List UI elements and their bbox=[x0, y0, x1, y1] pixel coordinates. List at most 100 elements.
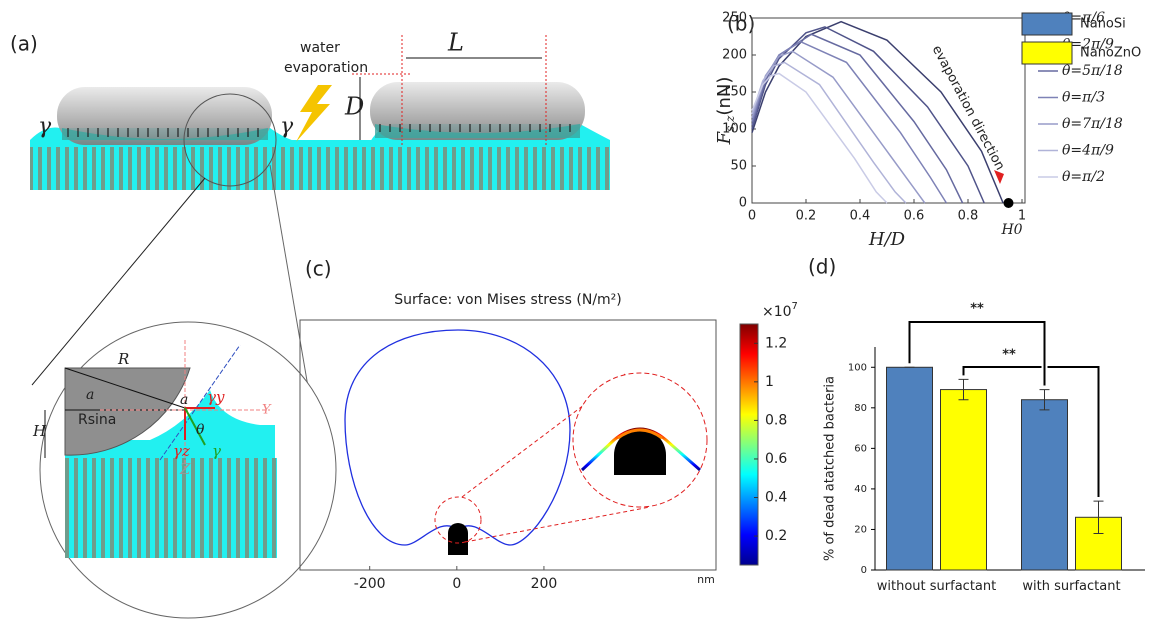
curve bbox=[751, 33, 964, 204]
y-label-unit: (nN) bbox=[714, 77, 735, 116]
end-marker bbox=[1003, 198, 1014, 208]
y-axis-label: % of dead atatched bacteria bbox=[823, 376, 838, 561]
pillar bbox=[448, 523, 468, 555]
stress-film bbox=[617, 428, 663, 440]
diagram-label: a bbox=[86, 387, 94, 403]
x-tick-label: 200 bbox=[531, 576, 558, 592]
y-tick-label: 80 bbox=[854, 403, 867, 414]
diagram-label: γz bbox=[173, 442, 190, 460]
significance-bracket bbox=[908, 321, 1046, 386]
diagram-label: θ bbox=[196, 422, 205, 438]
diagram-label: H bbox=[32, 422, 47, 440]
curve bbox=[751, 40, 948, 204]
colorbar-tick-label: 0.4 bbox=[765, 490, 787, 506]
legend-label: NanoZnO bbox=[1080, 46, 1141, 61]
diagram-label: L bbox=[447, 29, 464, 57]
significance-label: ** bbox=[1002, 348, 1016, 363]
y-tick-label: 100 bbox=[848, 362, 867, 373]
annotation: evaporation direction bbox=[929, 43, 1008, 173]
y-tick-label: 0 bbox=[739, 196, 747, 211]
curve bbox=[751, 20, 1004, 204]
y-tick-label: 60 bbox=[854, 443, 867, 454]
y-tick-label: 100 bbox=[722, 122, 747, 137]
y-axis-label: Fs,z(nN) bbox=[714, 77, 737, 146]
scale-exponent: 7 bbox=[792, 301, 798, 312]
scale-base: ×10 bbox=[762, 304, 792, 320]
panel-label: (b) bbox=[727, 12, 755, 36]
force bbox=[184, 407, 206, 446]
liquid bbox=[375, 124, 580, 138]
x-tick-label-box: without surfactant bbox=[877, 579, 996, 594]
curve bbox=[751, 72, 888, 204]
x-tick-label: with surfactant bbox=[1022, 579, 1121, 594]
diagram-label: γ bbox=[38, 114, 52, 139]
x-tick-label: 0.2 bbox=[796, 209, 817, 224]
chart-title: Surface: von Mises stress (N/m²) bbox=[394, 292, 622, 308]
plot-frame bbox=[299, 319, 717, 571]
legend-swatch bbox=[1021, 41, 1073, 65]
x-tick-label: 0.6 bbox=[904, 209, 925, 224]
x-axis-label: H/D bbox=[868, 229, 906, 250]
bar bbox=[1021, 399, 1068, 571]
y-tick-label: 40 bbox=[854, 484, 867, 495]
zoom-line bbox=[464, 506, 651, 543]
diagram-label: Rsina bbox=[78, 412, 116, 428]
zoom-circle bbox=[183, 93, 277, 187]
y-tick-label: 200 bbox=[722, 48, 747, 63]
y-tick-label: 0 bbox=[861, 565, 867, 576]
x-tick-label: 0.4 bbox=[850, 209, 871, 224]
pillars bbox=[65, 458, 277, 558]
colorbar-tick-label: 0.8 bbox=[765, 412, 787, 428]
y-tick-label: 50 bbox=[730, 159, 747, 174]
x-unit: nm bbox=[697, 573, 715, 586]
stress-contour bbox=[344, 329, 571, 546]
x-tick-label: 0 bbox=[748, 209, 756, 224]
legend-label: θ=2π/9 bbox=[1062, 37, 1114, 53]
curve bbox=[751, 61, 907, 204]
colorbar-tick-label: 1 bbox=[765, 374, 774, 390]
diagram-label: γ bbox=[212, 442, 221, 460]
end-label: H0 bbox=[1000, 222, 1022, 238]
bar bbox=[940, 389, 987, 571]
significance-bracket bbox=[962, 366, 1100, 498]
legend-label: θ=7π/18 bbox=[1062, 116, 1123, 132]
diagram-label: R bbox=[117, 350, 129, 368]
diagram-label: a bbox=[180, 392, 188, 408]
radius bbox=[64, 367, 186, 409]
y-tick-label: 150 bbox=[722, 85, 747, 100]
panel-label: (d) bbox=[808, 255, 836, 279]
legend-label: θ=π/3 bbox=[1062, 90, 1105, 106]
x-tick-label: 1 bbox=[1018, 209, 1026, 224]
x-tick-label-box: with surfactant bbox=[1022, 579, 1121, 594]
particle bbox=[64, 367, 191, 456]
colorbar-scale: ×107 bbox=[762, 301, 798, 320]
y-tick-label: 20 bbox=[854, 524, 867, 535]
colorbar-tick-label: 1.2 bbox=[765, 335, 787, 351]
legend-label: θ=π/6 bbox=[1062, 10, 1105, 26]
error-bar bbox=[1039, 389, 1050, 411]
x-tick-label: 0.8 bbox=[958, 209, 979, 224]
error-bar bbox=[958, 378, 969, 401]
panel-label: (c) bbox=[305, 257, 332, 281]
annotation-arrow bbox=[994, 170, 1004, 184]
y-label-main: F bbox=[714, 130, 735, 145]
bar bbox=[886, 366, 933, 571]
y-tick-label: 250 bbox=[722, 11, 747, 26]
y-label-sub: s,z bbox=[723, 115, 737, 132]
diagram-label: γy bbox=[207, 388, 225, 406]
error-bar bbox=[1093, 500, 1104, 535]
panel-label: (a) bbox=[10, 32, 38, 56]
colorbar-tick-label: 0.2 bbox=[765, 528, 787, 544]
diagram-label: Z bbox=[179, 460, 191, 478]
tangent bbox=[159, 344, 241, 461]
diagram-label: D bbox=[344, 93, 364, 121]
liquid bbox=[62, 128, 268, 140]
x-tick-label: -200 bbox=[354, 576, 386, 592]
legend-label: θ=5π/18 bbox=[1062, 63, 1123, 79]
legend-label: θ=4π/9 bbox=[1062, 143, 1114, 159]
legend-label: NanoSi bbox=[1080, 17, 1126, 32]
significance-label: ** bbox=[970, 302, 984, 317]
pillar bbox=[614, 429, 666, 475]
